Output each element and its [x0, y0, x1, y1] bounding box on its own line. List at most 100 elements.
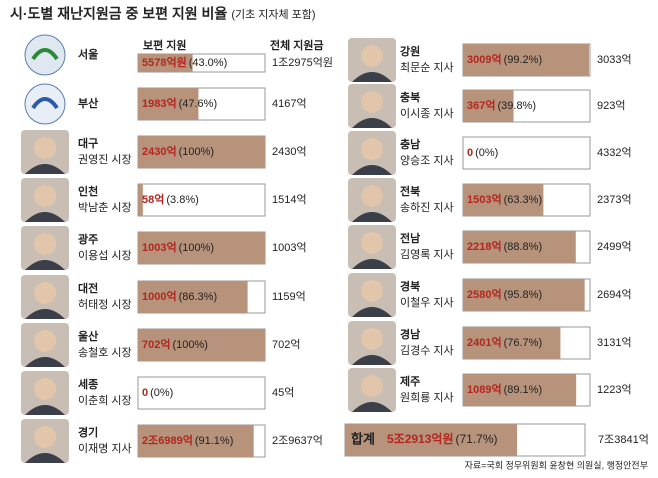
photo-body [352, 307, 392, 317]
value-label: (39.8%) [497, 100, 536, 112]
bar [138, 136, 265, 168]
amount-label: 2조6989억 [142, 434, 193, 447]
header-total: 전체 지원금 [270, 38, 324, 52]
photo-body [25, 309, 65, 319]
value-label: (99.2%) [504, 54, 543, 66]
amount-label: 0 [467, 147, 473, 159]
amount-label: 1983억 [142, 97, 177, 110]
photo-body [352, 72, 392, 82]
bar [463, 90, 514, 122]
bar [138, 281, 248, 313]
amount-label: 2430억 [142, 145, 177, 158]
logo-mark [31, 48, 59, 61]
region-label: 충남 [400, 137, 420, 151]
logo [24, 83, 66, 125]
total-label: 923억 [597, 99, 625, 112]
total-label: 2499억 [597, 240, 632, 253]
official-label: 권영진 시장 [78, 153, 132, 166]
region-label: 경기 [78, 425, 98, 439]
bar-track [462, 136, 591, 170]
value-label: (89.1%) [504, 384, 543, 396]
photo-body [352, 355, 392, 365]
source: 자료=국회 정무위원회 윤창현 의원실, 행정안전부 [465, 459, 648, 470]
photo-face [34, 137, 56, 159]
photo-body [352, 259, 392, 269]
region-label: 부산 [78, 96, 98, 110]
official-label: 김영록 지사 [400, 248, 454, 261]
amount-label: 5578억원 [142, 55, 187, 69]
photo-face [361, 375, 383, 397]
photo-body [25, 357, 65, 367]
official-label: 송철호 시장 [78, 346, 132, 359]
amount-label: 2580억 [467, 288, 502, 301]
bar [463, 327, 561, 359]
bar [138, 184, 143, 216]
total-label: 3033억 [597, 53, 632, 66]
value-label: (95.8%) [504, 289, 543, 301]
region-label: 전북 [400, 184, 420, 198]
total-label: 1조2975억원 [272, 56, 333, 69]
header-universal: 보편 지원 [143, 38, 187, 52]
region-label: 경북 [400, 279, 420, 293]
value-label: (43.0%) [189, 57, 228, 69]
value-label: (100%) [172, 339, 207, 351]
photo-face [361, 45, 383, 67]
region-label: 전남 [400, 231, 420, 245]
value-label: (100%) [179, 242, 214, 254]
amount-label: 3009억 [467, 53, 502, 66]
chart-title: 시·도별 재난지원금 중 보편 지원 비율 [10, 6, 227, 22]
photo-face [361, 138, 383, 160]
bar [138, 88, 199, 120]
value-label: (63.3%) [504, 194, 543, 206]
total-label: 702억 [272, 338, 300, 351]
total-label: 1003억 [272, 241, 307, 254]
total-label: 2조9637억 [272, 434, 323, 447]
region-label: 광주 [78, 233, 98, 246]
amount-label: 2218억 [467, 240, 502, 253]
value-label: (91.1%) [195, 435, 234, 447]
amount-label: 0 [142, 387, 148, 399]
amount-label: 1003억 [142, 241, 177, 254]
bar [463, 279, 585, 311]
value-label: (88.8%) [504, 241, 543, 253]
official-label: 이철우 지사 [400, 296, 454, 309]
official-label: 김경수 지사 [400, 344, 454, 357]
photo-face [361, 280, 383, 302]
total-label: 2373억 [597, 193, 632, 206]
bar [463, 44, 589, 76]
bar-track [137, 376, 266, 410]
sum-total: 7조3841억 [598, 433, 649, 446]
total-label: 1159억 [272, 290, 306, 303]
amount-label: 702억 [142, 338, 170, 351]
photo-face [34, 185, 56, 207]
region-label: 제주 [400, 374, 420, 388]
photo-body [25, 164, 65, 174]
photo-face [361, 232, 383, 254]
bar-track [137, 183, 266, 217]
total-label: 4167억 [272, 97, 307, 110]
photo-body [352, 165, 392, 175]
region-label: 대구 [78, 136, 98, 150]
official-label: 이춘희 시장 [78, 394, 132, 407]
official-label: 이재명 지사 [78, 442, 132, 455]
region-label: 경남 [400, 327, 420, 341]
photo-body [25, 405, 65, 415]
photo-face [361, 185, 383, 207]
official-label: 최문순 지사 [400, 61, 454, 74]
value-label: (86.3%) [179, 291, 218, 303]
value-label: (100%) [179, 146, 214, 158]
bar [138, 425, 254, 457]
official-label: 허태정 시장 [78, 298, 132, 311]
bar [463, 184, 544, 216]
total-label: 2694억 [597, 288, 632, 301]
sum-amount: 5조2913억원 [387, 432, 454, 446]
total-label: 1514억 [272, 193, 307, 206]
bar [138, 232, 265, 264]
region-label: 충북 [400, 90, 420, 104]
value-label: (0%) [150, 387, 173, 399]
total-label: 4332억 [597, 146, 632, 159]
bar [463, 374, 577, 406]
photo-body [352, 118, 392, 128]
amount-label: 2401억 [467, 336, 502, 349]
